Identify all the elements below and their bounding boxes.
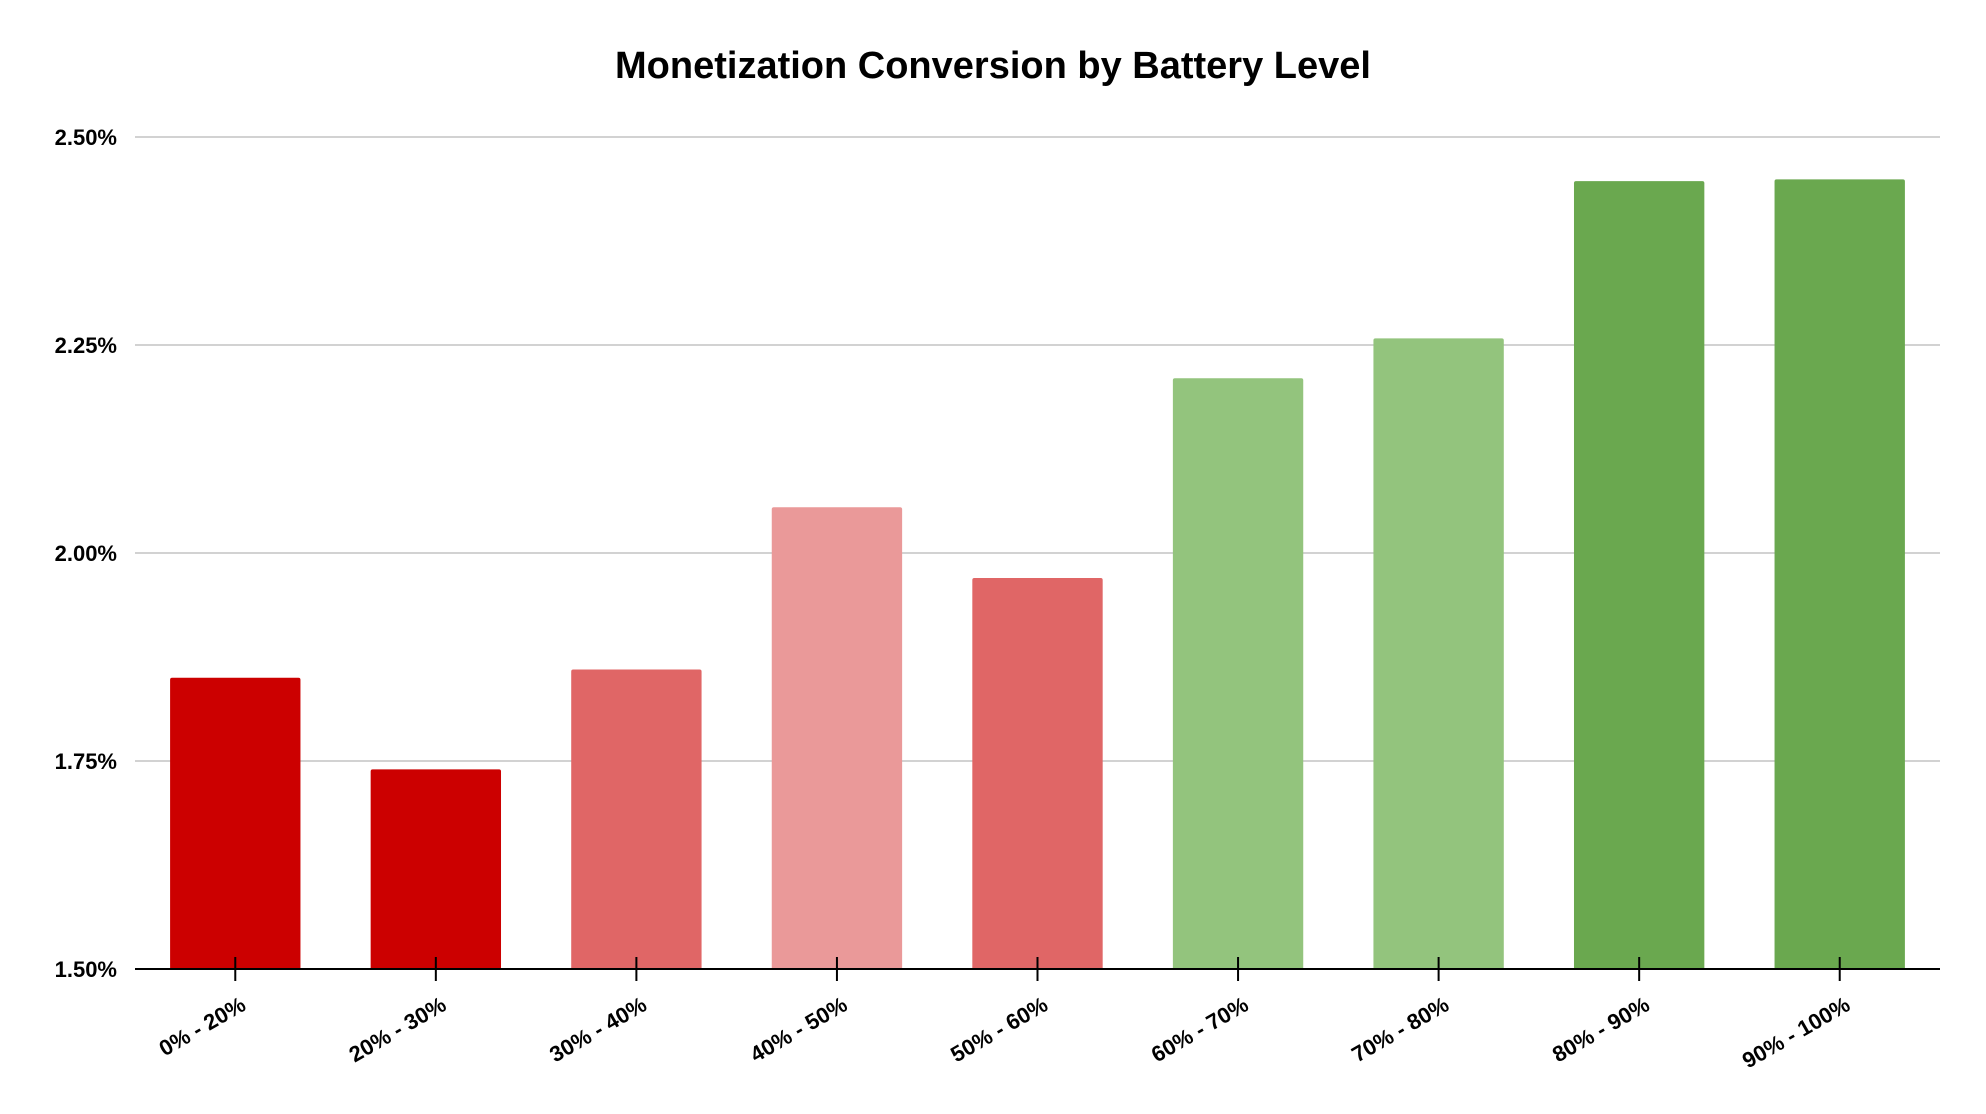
bar bbox=[1373, 338, 1504, 969]
y-tick-label: 2.25% bbox=[55, 333, 117, 358]
x-tick-label: 80% - 90% bbox=[1548, 992, 1654, 1067]
x-tick-label: 40% - 50% bbox=[746, 992, 852, 1067]
bar bbox=[1172, 378, 1304, 969]
bar bbox=[571, 669, 702, 969]
x-tick-label: 30% - 40% bbox=[545, 992, 651, 1067]
x-tick-label: 50% - 60% bbox=[946, 992, 1052, 1067]
bars bbox=[170, 179, 1905, 969]
x-tick-label: 70% - 80% bbox=[1347, 992, 1453, 1067]
bar bbox=[972, 577, 1103, 969]
y-tick-label: 2.50% bbox=[55, 125, 117, 150]
x-tick-label: 60% - 70% bbox=[1147, 992, 1253, 1067]
bar bbox=[1573, 181, 1705, 969]
x-tick-label: 0% - 20% bbox=[155, 992, 250, 1061]
bar bbox=[771, 507, 903, 969]
x-tick-label: 90% - 100% bbox=[1738, 992, 1854, 1074]
chart-title: Monetization Conversion by Battery Level bbox=[615, 45, 1371, 87]
bar bbox=[1774, 179, 1905, 969]
y-tick-label: 1.50% bbox=[55, 957, 117, 982]
x-axis bbox=[135, 957, 1940, 981]
bar bbox=[370, 769, 502, 969]
bar bbox=[170, 677, 301, 969]
x-tick-label: 20% - 30% bbox=[345, 992, 451, 1067]
x-axis-tick-labels: 0% - 20% 20% - 30% 30% - 40% 40% - 50% 50% -… bbox=[155, 992, 1855, 1074]
y-tick-label: 2.00% bbox=[55, 541, 117, 566]
y-tick-label: 1.75% bbox=[55, 749, 117, 774]
y-axis-tick-labels: 1.50% 1.75% 2.00% 2.25% 2.50% bbox=[55, 125, 117, 982]
